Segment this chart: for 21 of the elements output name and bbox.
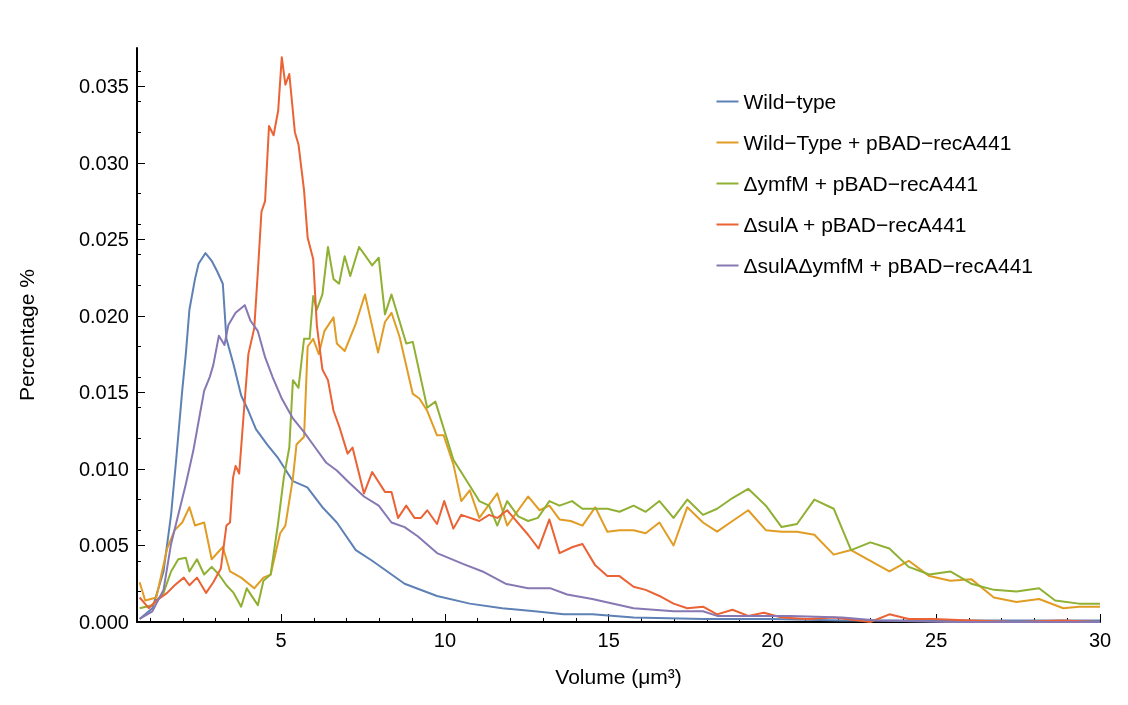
x-axis-title: Volume (μm³)	[555, 665, 682, 688]
legend-label: ΔsulA + pBAD−recA441	[743, 213, 967, 236]
legend-label: ΔymfM + pBAD−recA441	[743, 172, 979, 195]
x-tick-label: 30	[1088, 629, 1112, 651]
y-tick-label: 0.005	[78, 534, 129, 557]
y-tick-label: 0.000	[78, 611, 129, 633]
y-axis-title: Percentage %	[15, 269, 38, 401]
x-tick-label: 25	[925, 629, 948, 651]
y-tick-label: 0.035	[78, 75, 129, 98]
legend-label: Wild−type	[743, 90, 837, 113]
x-tick-label: 10	[433, 629, 457, 651]
y-tick-label: 0.030	[78, 151, 129, 174]
y-tick-label: 0.010	[78, 457, 129, 480]
x-tick-label: 15	[597, 629, 620, 651]
x-tick-label: 5	[275, 629, 287, 651]
x-tick-label: 20	[761, 629, 784, 651]
y-tick-label: 0.015	[78, 381, 129, 404]
y-tick-label: 0.025	[78, 228, 129, 251]
legend-label: Wild−Type + pBAD−recA441	[743, 131, 1012, 154]
y-tick-label: 0.020	[78, 304, 129, 327]
legend-label: ΔsulAΔymfM + pBAD−recA441	[743, 254, 1033, 277]
